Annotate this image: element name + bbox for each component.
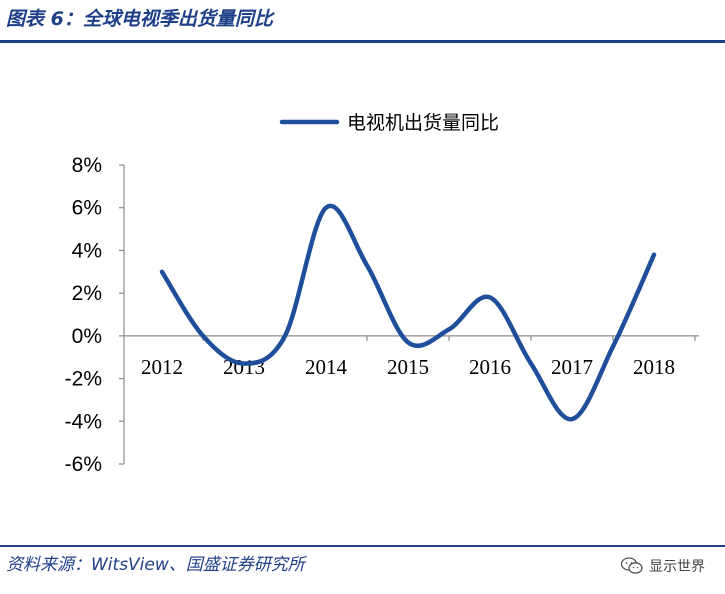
y-tick-label: 6% (72, 197, 102, 220)
chart-labels: 8%6%4%2%0%-2%-4%-6%2012 2013 2014 2015 2016 2… (65, 154, 675, 476)
y-tick-label: 8% (72, 154, 102, 177)
legend-label: 电视机出货量同比 (347, 112, 499, 134)
watermark: 显示世界 (621, 556, 705, 576)
x-category-label: 2017 (551, 355, 593, 379)
x-category-label: 2015 (387, 355, 429, 379)
y-tick-label: -4% (65, 410, 102, 433)
chart-legend: 电视机出货量同比 (279, 112, 499, 134)
watermark-text: 显示世界 (649, 559, 705, 575)
x-category-label: 2014 (305, 355, 348, 379)
y-tick-label: 4% (72, 239, 102, 262)
y-tick-label: -2% (65, 368, 102, 391)
chart-axes (119, 164, 699, 465)
top-divider (0, 40, 725, 43)
x-category-label: 2018 (633, 355, 675, 379)
wechat-icon (621, 557, 643, 574)
y-tick-label: 0% (72, 325, 102, 348)
y-tick-label: -6% (65, 453, 102, 476)
x-category-label: 2012 (141, 355, 183, 379)
chart-series (159, 203, 657, 422)
source-note: 资料来源：WitsView、国盛证券研究所 (6, 555, 305, 575)
x-category-label: 2016 (469, 355, 511, 379)
bottom-divider (0, 545, 725, 547)
y-tick-label: 2% (72, 282, 102, 305)
series-line (159, 203, 657, 422)
figure-title: 图表 6：全球电视季出货量同比 (6, 8, 273, 30)
